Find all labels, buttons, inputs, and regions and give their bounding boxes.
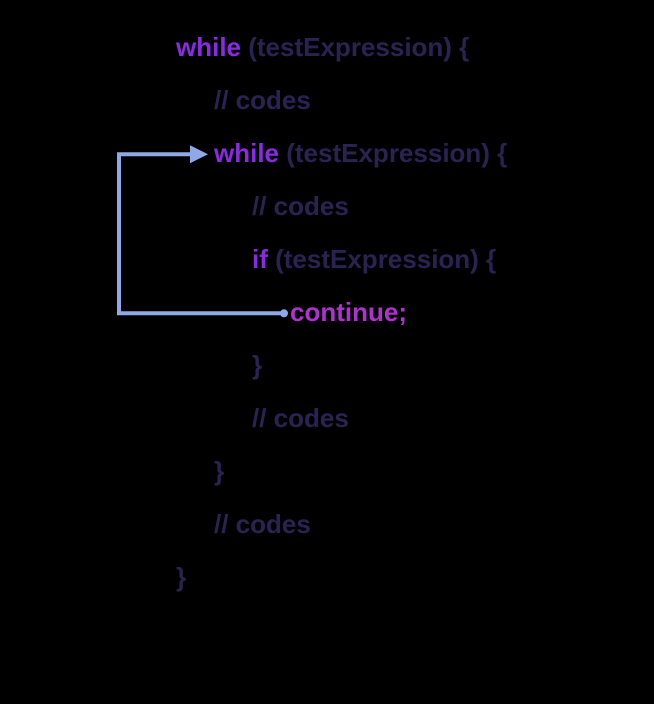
code-line: while (testExpression) { xyxy=(0,34,654,60)
continue-token: continue; xyxy=(290,297,407,327)
code-line: while (testExpression) { xyxy=(0,140,654,166)
code-line: } xyxy=(0,352,654,378)
code-line: continue; xyxy=(0,299,654,325)
keyword-token: while xyxy=(214,138,279,168)
text-token: } xyxy=(214,456,224,486)
text-token: (testExpression) { xyxy=(279,138,507,168)
text-token: (testExpression) { xyxy=(241,32,469,62)
text-token: // codes xyxy=(252,403,349,433)
text-token: // codes xyxy=(252,191,349,221)
code-line: } xyxy=(0,564,654,590)
code-line: if (testExpression) { xyxy=(0,246,654,272)
text-token: (testExpression) { xyxy=(268,244,496,274)
code-line: // codes xyxy=(0,193,654,219)
text-token: // codes xyxy=(214,509,311,539)
code-diagram: while (testExpression) { // codes while (t… xyxy=(0,34,654,617)
code-line: // codes xyxy=(0,87,654,113)
keyword-token: while xyxy=(176,32,241,62)
keyword-token: if xyxy=(252,244,268,274)
code-line: // codes xyxy=(0,405,654,431)
code-line: } xyxy=(0,458,654,484)
text-token: } xyxy=(176,562,186,592)
text-token: } xyxy=(252,350,262,380)
code-line: // codes xyxy=(0,511,654,537)
text-token: // codes xyxy=(214,85,311,115)
